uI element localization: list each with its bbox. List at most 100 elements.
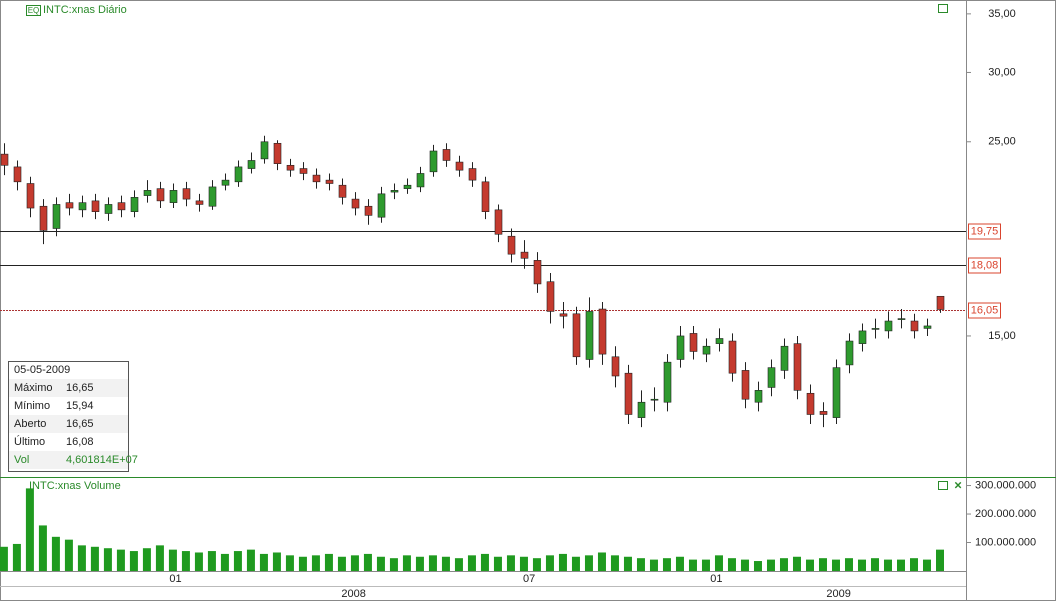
volume-bar	[259, 553, 268, 571]
chart-title[interactable]: INTC:xnas Diário	[43, 4, 127, 16]
volume-bar	[805, 559, 814, 571]
volume-tick-label: 300.000.000	[975, 479, 1036, 491]
level-label: 16,05	[971, 304, 999, 316]
volume-bar	[90, 546, 99, 571]
volume-bar	[493, 556, 502, 571]
volume-bar	[675, 556, 684, 571]
volume-bar	[181, 551, 190, 571]
x-tick-label: 01	[710, 573, 722, 585]
volume-bar	[298, 556, 307, 571]
candle-body	[897, 318, 906, 320]
volume-bar	[467, 555, 476, 571]
candle-body	[130, 197, 139, 212]
volume-bar	[779, 558, 788, 571]
level-label-box	[968, 302, 1001, 319]
candle-body	[338, 184, 347, 198]
volume-bar	[883, 559, 892, 571]
volume-bar	[766, 559, 775, 571]
volume-bar	[116, 549, 125, 571]
candle-body	[286, 164, 295, 171]
candle-body	[273, 142, 282, 164]
candle-body	[234, 166, 243, 183]
volume-bar	[532, 558, 541, 571]
maximize-button[interactable]	[938, 481, 948, 490]
candle-body	[442, 149, 451, 161]
volume-bar	[597, 552, 606, 571]
info-row-bg	[9, 451, 128, 469]
info-box: 05-05-2009 Máximo 16,65 Mínimo 15,94 Aberto 16…	[8, 361, 138, 472]
y-tick-label: 15,00	[988, 330, 1016, 342]
volume-bar	[311, 555, 320, 571]
volume-bar	[285, 555, 294, 571]
candle-body	[104, 204, 113, 214]
candle-body	[247, 160, 256, 169]
maximize-button[interactable]	[938, 4, 948, 13]
volume-bar	[636, 558, 645, 571]
badge-box[interactable]	[26, 5, 41, 16]
volume-bar	[350, 555, 359, 571]
volume-bar	[337, 556, 346, 571]
candle-body	[520, 251, 529, 259]
info-label: Máximo	[14, 382, 53, 394]
info-row-bg	[9, 415, 128, 433]
volume-bar	[857, 559, 866, 571]
volume-bar	[662, 558, 671, 571]
info-label: Mínimo	[14, 400, 50, 412]
candle-body	[572, 313, 581, 358]
candle-body	[65, 202, 74, 209]
candle-body	[663, 361, 672, 403]
candle-body	[832, 367, 841, 418]
volume-bar	[506, 555, 515, 571]
volume-bar	[246, 549, 255, 571]
volume-bar	[818, 558, 827, 571]
volume-bar	[103, 548, 112, 571]
info-value: 15,94	[66, 400, 94, 412]
candle-body	[91, 200, 100, 212]
candle-body	[728, 340, 737, 374]
candle-body	[78, 202, 87, 211]
level-label: 18,08	[971, 259, 999, 271]
candle-body	[546, 281, 555, 312]
volume-bar	[64, 539, 73, 571]
candle-body	[143, 190, 152, 196]
volume-bar	[428, 555, 437, 571]
candle-body	[39, 205, 48, 231]
close-button[interactable]: ×	[954, 477, 962, 492]
candle-body	[806, 392, 815, 415]
volume-bar	[0, 546, 8, 571]
candle-body	[312, 174, 321, 183]
volume-bar	[519, 556, 528, 571]
candle-body	[403, 184, 412, 189]
candle-body	[858, 330, 867, 344]
volume-bar	[415, 556, 424, 571]
volume-bar	[909, 558, 918, 571]
candle-body	[182, 188, 191, 200]
candle-body	[494, 209, 503, 235]
info-row-bg	[9, 379, 128, 397]
volume-bar	[792, 556, 801, 571]
candle-body	[637, 401, 646, 418]
volume-bar	[753, 561, 762, 571]
year-label: 2008	[341, 588, 365, 600]
candle-body	[325, 179, 334, 184]
candle-body	[52, 204, 61, 229]
volume-bar	[922, 559, 931, 571]
candle-body	[195, 200, 204, 205]
volume-bar	[870, 558, 879, 571]
candle-body	[702, 345, 711, 355]
candle-body	[208, 186, 217, 207]
candle-body	[650, 398, 659, 401]
candle-body	[936, 295, 945, 310]
volume-bar	[701, 559, 710, 571]
volume-bar	[168, 549, 177, 571]
candle-body	[585, 311, 594, 360]
candle-body	[819, 411, 828, 415]
candle-body	[221, 179, 230, 186]
volume-bar	[610, 555, 619, 571]
volume-bar	[727, 558, 736, 571]
volume-bar	[584, 555, 593, 571]
x-tick-label: 01	[169, 573, 181, 585]
candle-body	[910, 320, 919, 332]
volume-bar	[38, 525, 47, 571]
volume-bar	[389, 558, 398, 571]
